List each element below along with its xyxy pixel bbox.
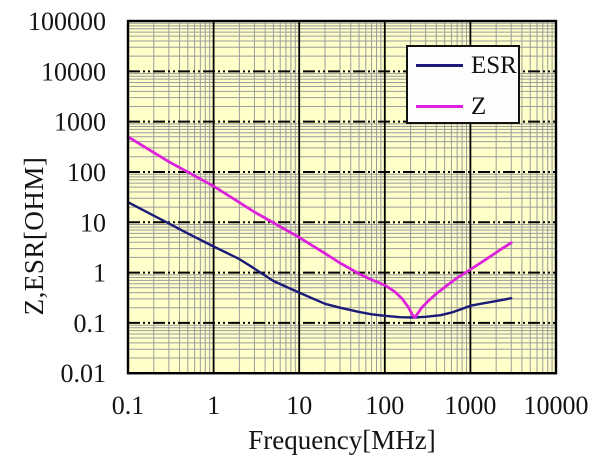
- minor-gridlines: [128, 21, 556, 374]
- y-tick-label: 100: [67, 158, 106, 187]
- y-tick-label: 10: [80, 208, 106, 237]
- x-tick-label: 1: [207, 391, 220, 420]
- esr-curve: [126, 201, 513, 319]
- z-curve: [126, 135, 513, 319]
- y-tick-label: 10000: [41, 57, 106, 86]
- x-tick-labels: 0.1 1 10 100 1000 10000: [112, 391, 589, 420]
- y-axis-title: Z,ESR[OHM]: [19, 156, 49, 316]
- legend-item-esr: ESR: [416, 52, 517, 78]
- x-tick-label: 1000: [444, 391, 496, 420]
- y-tick-label: 1000: [54, 108, 106, 137]
- y-tick-label: 0.1: [74, 309, 107, 338]
- plot-border: [126, 19, 558, 375]
- y-tick-label: 0.01: [61, 359, 107, 388]
- x-tick-label: 10000: [524, 391, 589, 420]
- x-axis-title: Frequency[MHz]: [248, 425, 436, 455]
- legend-item-z: Z: [416, 93, 486, 119]
- x-tick-label: 10: [286, 391, 312, 420]
- esr-legend-label: ESR: [471, 51, 517, 79]
- z-line-sample: [416, 104, 463, 108]
- legend: ESR Z: [406, 45, 520, 124]
- x-tick-label: 100: [365, 391, 404, 420]
- esr-line-sample: [416, 63, 463, 67]
- y-tick-label: 1: [93, 259, 106, 288]
- z-legend-label: Z: [471, 92, 487, 120]
- y-tick-labels: 0.01 0.1 1 10 100 1000 10000 100000: [28, 7, 106, 388]
- x-tick-label: 0.1: [112, 391, 145, 420]
- y-tick-label: 100000: [28, 7, 106, 36]
